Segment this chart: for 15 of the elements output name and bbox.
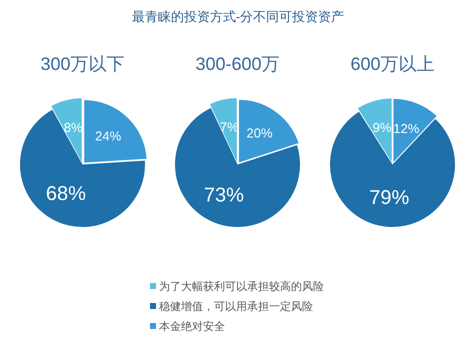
data-label: 24% [95,128,122,144]
text: 最青睐的投资方式-分不同可投资资产 [132,9,344,24]
legend-label: 本金绝对安全 [159,320,225,334]
legend-label: 稳健增值，可以用承担一定风险 [159,300,313,314]
chart-subtitle: 300-600万 [194,53,281,76]
chart-subtitle: 300万以下 [39,53,126,76]
data-label: 68% [46,183,86,206]
data-label: 79% [369,187,410,210]
data-label: 20% [246,126,273,141]
legend-label: 为了大幅获利可以承担较高的风险 [159,280,324,294]
chart-subtitle: 600万以上 [349,53,436,76]
data-label: 12% [393,121,420,136]
data-label: 73% [204,184,244,207]
data-label: 9% [372,120,392,136]
data-label: 8% [64,120,84,135]
